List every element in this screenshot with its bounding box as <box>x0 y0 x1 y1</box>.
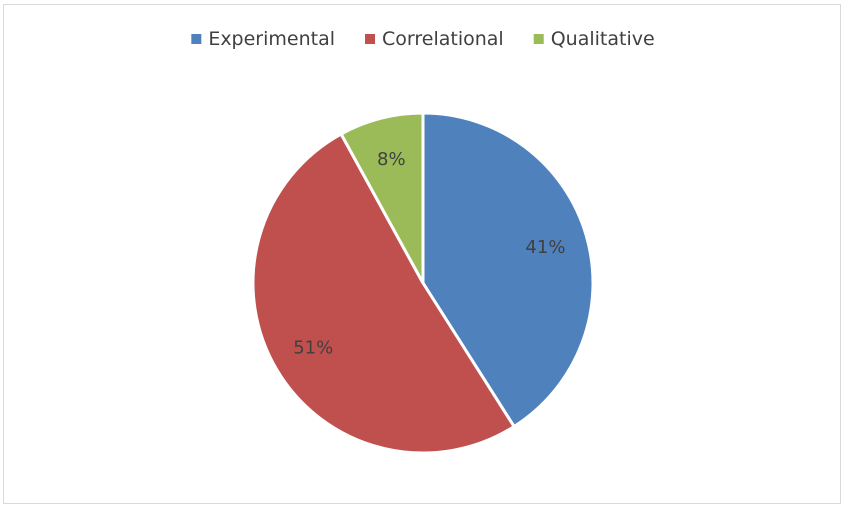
chart-area: Experimental Correlational Qualitative 41%… <box>3 4 841 504</box>
data-label-qualitative: 8% <box>377 149 406 170</box>
legend-label-correlational: Correlational <box>382 28 504 50</box>
legend-item-qualitative: Qualitative <box>533 28 655 50</box>
data-labels: 41% 51% 8% <box>293 149 565 358</box>
legend-label-qualitative: Qualitative <box>551 28 655 50</box>
legend-swatch-experimental <box>191 34 202 44</box>
pie-slice-qualitative <box>339 111 425 285</box>
legend: Experimental Correlational Qualitative <box>191 28 655 50</box>
legend-swatch-correlational <box>365 34 376 44</box>
data-label-correlational: 51% <box>293 337 333 358</box>
legend-swatch-qualitative <box>533 34 544 44</box>
pie-chart: Experimental Correlational Qualitative 41%… <box>191 28 655 455</box>
pie-slices <box>251 111 595 455</box>
legend-label-experimental: Experimental <box>208 28 335 50</box>
legend-item-experimental: Experimental <box>191 28 335 50</box>
legend-item-correlational: Correlational <box>365 28 504 50</box>
data-label-experimental: 41% <box>525 237 565 258</box>
pie-slice-correlational <box>251 132 516 455</box>
